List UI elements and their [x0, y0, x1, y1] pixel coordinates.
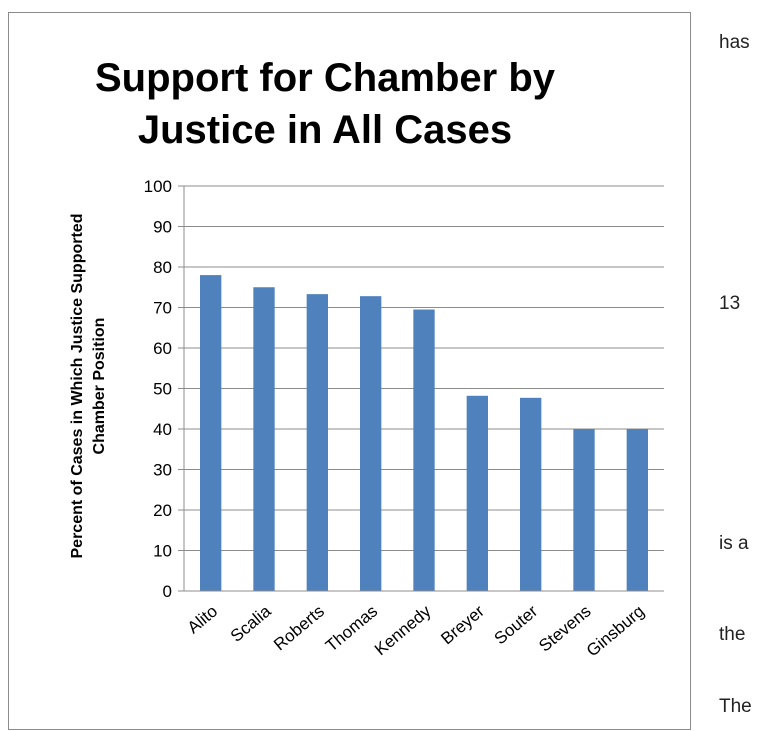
y-tick-label: 0 — [163, 582, 172, 601]
bar-breyer — [466, 395, 488, 591]
bar-ginsburg — [626, 429, 648, 591]
bar-scalia — [253, 287, 275, 591]
y-tick-labels: 0 10 20 30 40 50 60 70 80 90 100 — [144, 177, 172, 601]
side-text-4: the — [719, 624, 746, 645]
x-tick-label: Breyer — [437, 601, 488, 648]
bar-thomas — [360, 296, 382, 591]
y-tick-label: 20 — [153, 501, 172, 520]
x-tick-label: Scalia — [227, 601, 275, 646]
y-tick-label: 50 — [153, 380, 172, 399]
y-tick-label: 30 — [153, 461, 172, 480]
bar-roberts — [306, 294, 328, 591]
y-axis-label-line-2: Chamber Position — [91, 318, 108, 455]
x-tick-label: Souter — [491, 601, 542, 648]
y-tick-label: 10 — [153, 542, 172, 561]
side-text-1: has — [719, 32, 750, 53]
y-tick-label: 40 — [153, 420, 172, 439]
side-text-3: is a — [719, 533, 749, 554]
axes — [183, 186, 664, 592]
chart-title-line-1: Support for Chamber by — [95, 56, 556, 100]
x-tick-label: Roberts — [270, 602, 328, 655]
y-axis-label: Percent of Cases in Which Justice Suppor… — [69, 214, 108, 559]
side-text-5: The — [719, 696, 752, 717]
y-tick-label: 80 — [153, 258, 172, 277]
y-axis-label-line-1: Percent of Cases in Which Justice Suppor… — [69, 214, 86, 559]
x-tick-label: Alito — [184, 602, 222, 638]
x-tick-label: Kennedy — [371, 601, 435, 659]
bar-alito — [200, 275, 222, 591]
bar-kennedy — [413, 309, 435, 591]
y-tick-label: 100 — [144, 177, 172, 196]
bar-stevens — [573, 429, 595, 591]
x-tick-label: Ginsburg — [583, 602, 648, 661]
y-tick-label: 60 — [153, 339, 172, 358]
y-tick-label: 90 — [153, 218, 172, 237]
side-text-2: 13 — [719, 293, 741, 314]
bars — [200, 275, 648, 591]
chart-frame: Support for Chamber by Justice in All Ca… — [8, 12, 691, 730]
bar-souter — [520, 397, 542, 591]
y-tick-label: 70 — [153, 299, 172, 318]
bar-chart: Support for Chamber by Justice in All Ca… — [69, 56, 664, 660]
chart-title-line-2: Justice in All Cases — [138, 108, 512, 152]
